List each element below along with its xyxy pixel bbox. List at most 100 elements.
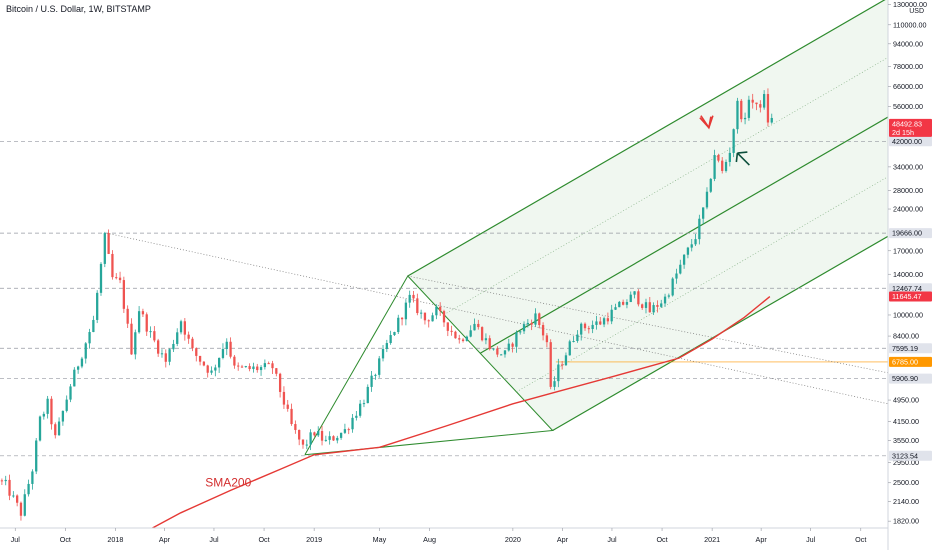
candle-body (27, 483, 30, 495)
candle-body (12, 495, 15, 497)
candle-body (404, 302, 408, 320)
candle-body (42, 413, 45, 417)
candle-body (591, 324, 594, 330)
candle-body (519, 331, 522, 333)
candle-body (80, 358, 84, 367)
candle-body (397, 317, 400, 333)
candle-body (416, 298, 419, 314)
x-tick-label: Jul (806, 535, 816, 544)
candle-body (461, 339, 465, 341)
candle-body (172, 343, 175, 350)
x-tick-label: Jul (11, 535, 21, 544)
badge-value: 7595.19 (892, 344, 918, 353)
candle-body (637, 291, 640, 305)
x-tick-label: Oct (258, 535, 269, 544)
candle-body (500, 354, 503, 356)
candle-body (343, 429, 347, 433)
candle-body (366, 386, 369, 404)
candle-body (633, 291, 636, 295)
candle-body (214, 367, 217, 371)
candle-body (736, 100, 739, 130)
candle-body (210, 370, 213, 373)
candle-body (717, 155, 720, 161)
candle-body (408, 294, 411, 303)
y-tick-label: 2140.00 (893, 497, 919, 506)
candle-body (614, 307, 617, 310)
candle-body (690, 244, 693, 248)
candle-body (351, 417, 354, 430)
candle-body (362, 403, 366, 405)
candle-body (73, 369, 76, 387)
candle-body (625, 302, 629, 305)
x-tick-label: Oct (656, 535, 667, 544)
candle-body (503, 350, 507, 355)
candle-body (606, 318, 610, 322)
candle-body (587, 328, 590, 330)
candle-body (755, 102, 758, 105)
candle-body (57, 421, 61, 436)
candle-body (686, 247, 690, 255)
candle-body (480, 327, 484, 341)
candles (0, 88, 773, 521)
candle-body (298, 429, 301, 440)
candle-body (621, 301, 625, 305)
candle-body (393, 332, 396, 336)
y-tick-label: 14000.00 (893, 270, 923, 279)
candle-body (652, 305, 655, 313)
level-price-badge: 11645.47 (889, 291, 932, 302)
candle-body (427, 320, 430, 322)
x-tick-label: 2018 (107, 535, 123, 544)
candle-body (759, 104, 762, 108)
candle-body (332, 436, 335, 441)
candle-body (198, 355, 202, 362)
candle-body (629, 294, 632, 303)
pitchfork-median-line (479, 116, 888, 354)
candle-body (88, 332, 91, 344)
candle-body (488, 338, 491, 350)
x-tick-label: Oct (60, 535, 71, 544)
candle-body (259, 367, 263, 371)
candle-body (221, 349, 225, 358)
candle-body (561, 364, 564, 366)
candle-body (126, 308, 129, 324)
candle-body (568, 341, 571, 356)
candle-body (484, 338, 488, 341)
y-tick-label: 66000.00 (893, 82, 923, 91)
candle-body (328, 436, 331, 440)
candle-body (69, 386, 72, 400)
candle-body (740, 100, 743, 120)
pitchfork-upper-line (407, 0, 886, 277)
candle-body (511, 343, 514, 347)
candle-body (19, 502, 23, 516)
candle-body (153, 331, 156, 341)
candle-body (84, 343, 87, 359)
candle-body (137, 311, 141, 333)
candle-body (580, 323, 583, 335)
candle-body (599, 321, 602, 325)
candle-body (267, 363, 270, 365)
candle-body (92, 319, 95, 333)
candle-body (465, 336, 469, 341)
trendline (106, 232, 888, 405)
candle-body (160, 353, 164, 355)
candle-body (641, 304, 644, 308)
candle-body (522, 324, 526, 332)
candle-body (469, 330, 472, 337)
candle-body (423, 312, 427, 321)
y-tick-label: 17000.00 (893, 246, 923, 255)
badge-value: 12467.74 (892, 284, 922, 293)
sma200-line (152, 296, 771, 528)
candle-body (183, 321, 186, 335)
candle-body (339, 432, 343, 438)
candle-body (46, 398, 49, 414)
candle-body (122, 280, 126, 309)
candle-body (454, 331, 457, 339)
candle-body (682, 254, 686, 265)
candle-body (282, 391, 286, 405)
candle-body (305, 444, 308, 446)
candle-body (118, 277, 122, 281)
candle-body (252, 366, 255, 370)
candle-body (263, 363, 267, 368)
